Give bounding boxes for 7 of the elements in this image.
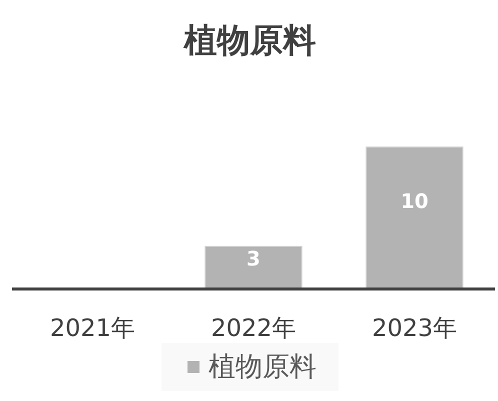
- x-tick-label: 2023年: [372, 314, 458, 342]
- chart-title: 植物原料: [183, 20, 316, 60]
- data-label: 10: [400, 189, 428, 213]
- data-label: 3: [246, 246, 260, 270]
- x-tick-label: 2022年: [210, 314, 296, 342]
- x-tick-label: 2021年: [50, 314, 136, 342]
- legend-label: 植物原料: [208, 352, 316, 382]
